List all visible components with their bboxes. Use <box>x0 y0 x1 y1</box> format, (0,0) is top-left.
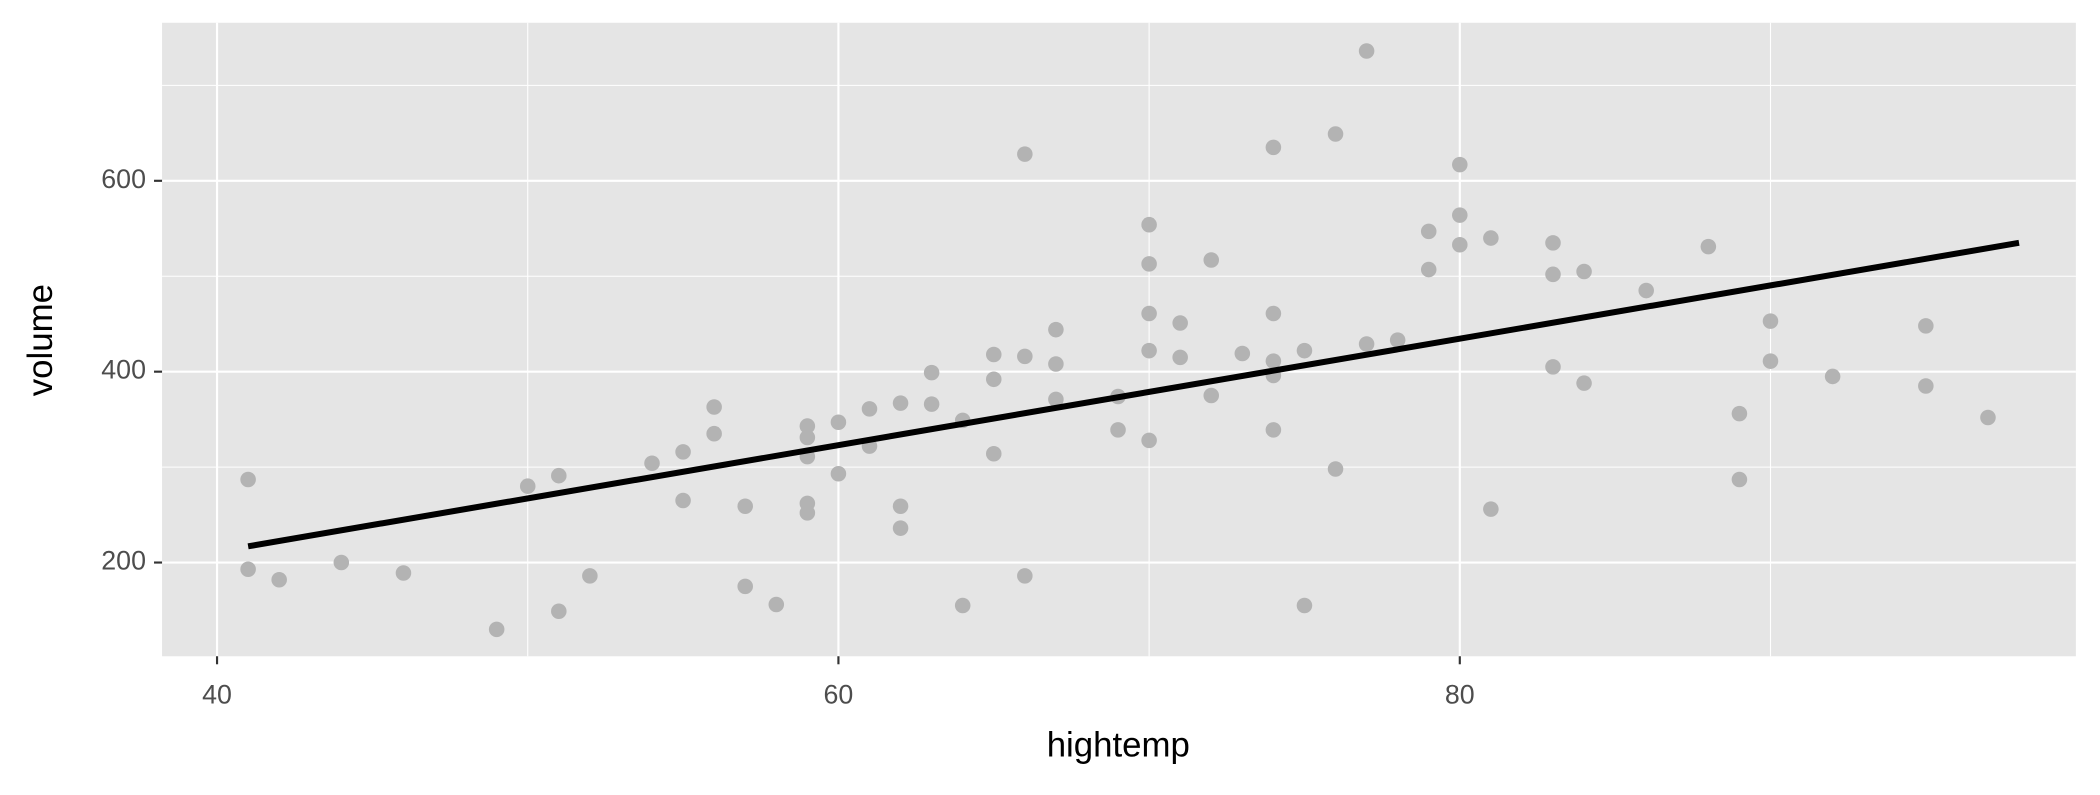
point <box>1141 305 1157 322</box>
point <box>1234 345 1251 362</box>
point <box>861 401 878 417</box>
point <box>1296 597 1313 614</box>
panel <box>162 22 2076 657</box>
point <box>985 371 1002 388</box>
y-axis-title: volume <box>21 284 60 396</box>
point <box>395 565 412 581</box>
y-tick-label: 400 <box>101 355 146 385</box>
point <box>1265 422 1282 438</box>
point <box>768 596 785 613</box>
point <box>1483 501 1499 517</box>
point <box>1824 368 1841 385</box>
point <box>1762 313 1779 329</box>
point <box>582 568 598 584</box>
point <box>1452 207 1468 223</box>
point <box>1203 387 1220 404</box>
point <box>892 395 909 411</box>
point <box>675 444 691 460</box>
point <box>1265 353 1282 369</box>
y-tick-label: 200 <box>101 546 146 576</box>
point <box>954 597 971 614</box>
x-tick-label: 80 <box>1445 680 1475 710</box>
point <box>1327 461 1344 477</box>
point <box>1545 266 1561 283</box>
point <box>1576 263 1592 280</box>
point <box>1017 348 1033 365</box>
point <box>675 492 691 509</box>
point <box>1420 223 1437 240</box>
x-tick-label: 40 <box>202 680 232 710</box>
point <box>1048 356 1064 372</box>
point <box>1141 256 1157 272</box>
point <box>1483 230 1499 246</box>
point <box>488 621 505 638</box>
point <box>1141 216 1157 233</box>
point <box>1389 332 1406 348</box>
point <box>1296 342 1313 359</box>
point <box>706 425 722 442</box>
point <box>1638 282 1654 299</box>
point <box>985 445 1002 462</box>
point <box>985 346 1002 363</box>
point <box>799 418 816 434</box>
point <box>1731 405 1748 422</box>
point <box>1017 146 1033 162</box>
point <box>1545 359 1561 375</box>
point <box>333 554 350 571</box>
point <box>737 498 753 514</box>
point <box>1731 471 1748 488</box>
point <box>644 455 660 472</box>
point <box>830 466 847 482</box>
x-tick-label: 60 <box>824 680 854 710</box>
point <box>799 505 816 521</box>
point <box>1918 378 1934 394</box>
point <box>706 399 722 415</box>
point <box>240 561 256 577</box>
point <box>271 571 287 588</box>
point <box>1980 409 1996 426</box>
point <box>1452 156 1468 173</box>
point <box>1172 349 1188 366</box>
point <box>923 396 940 412</box>
point <box>240 471 256 488</box>
point <box>1265 305 1282 322</box>
y-tick-label: 600 <box>101 164 146 194</box>
point <box>1172 315 1188 331</box>
point <box>1576 375 1592 391</box>
point <box>1452 236 1468 253</box>
point <box>1545 235 1561 251</box>
point <box>551 603 567 619</box>
point <box>892 520 909 536</box>
point <box>1017 568 1033 584</box>
point <box>1762 353 1779 369</box>
point <box>1203 252 1220 268</box>
point <box>1141 432 1157 449</box>
point <box>1265 139 1282 156</box>
point <box>1700 238 1717 255</box>
point <box>923 364 940 381</box>
point <box>1048 391 1064 408</box>
point <box>519 478 536 494</box>
x-axis-title: hightemp <box>1047 726 1190 765</box>
point <box>1141 342 1157 359</box>
point <box>799 429 816 446</box>
point <box>737 578 753 595</box>
point <box>1110 422 1126 438</box>
point <box>1327 126 1344 142</box>
point <box>1358 43 1375 59</box>
point <box>1358 336 1375 352</box>
fit-line <box>247 239 2020 550</box>
point <box>1048 321 1064 338</box>
point <box>551 467 567 484</box>
point <box>892 498 909 514</box>
point <box>1918 318 1934 334</box>
point <box>830 414 847 431</box>
point <box>1420 261 1437 278</box>
